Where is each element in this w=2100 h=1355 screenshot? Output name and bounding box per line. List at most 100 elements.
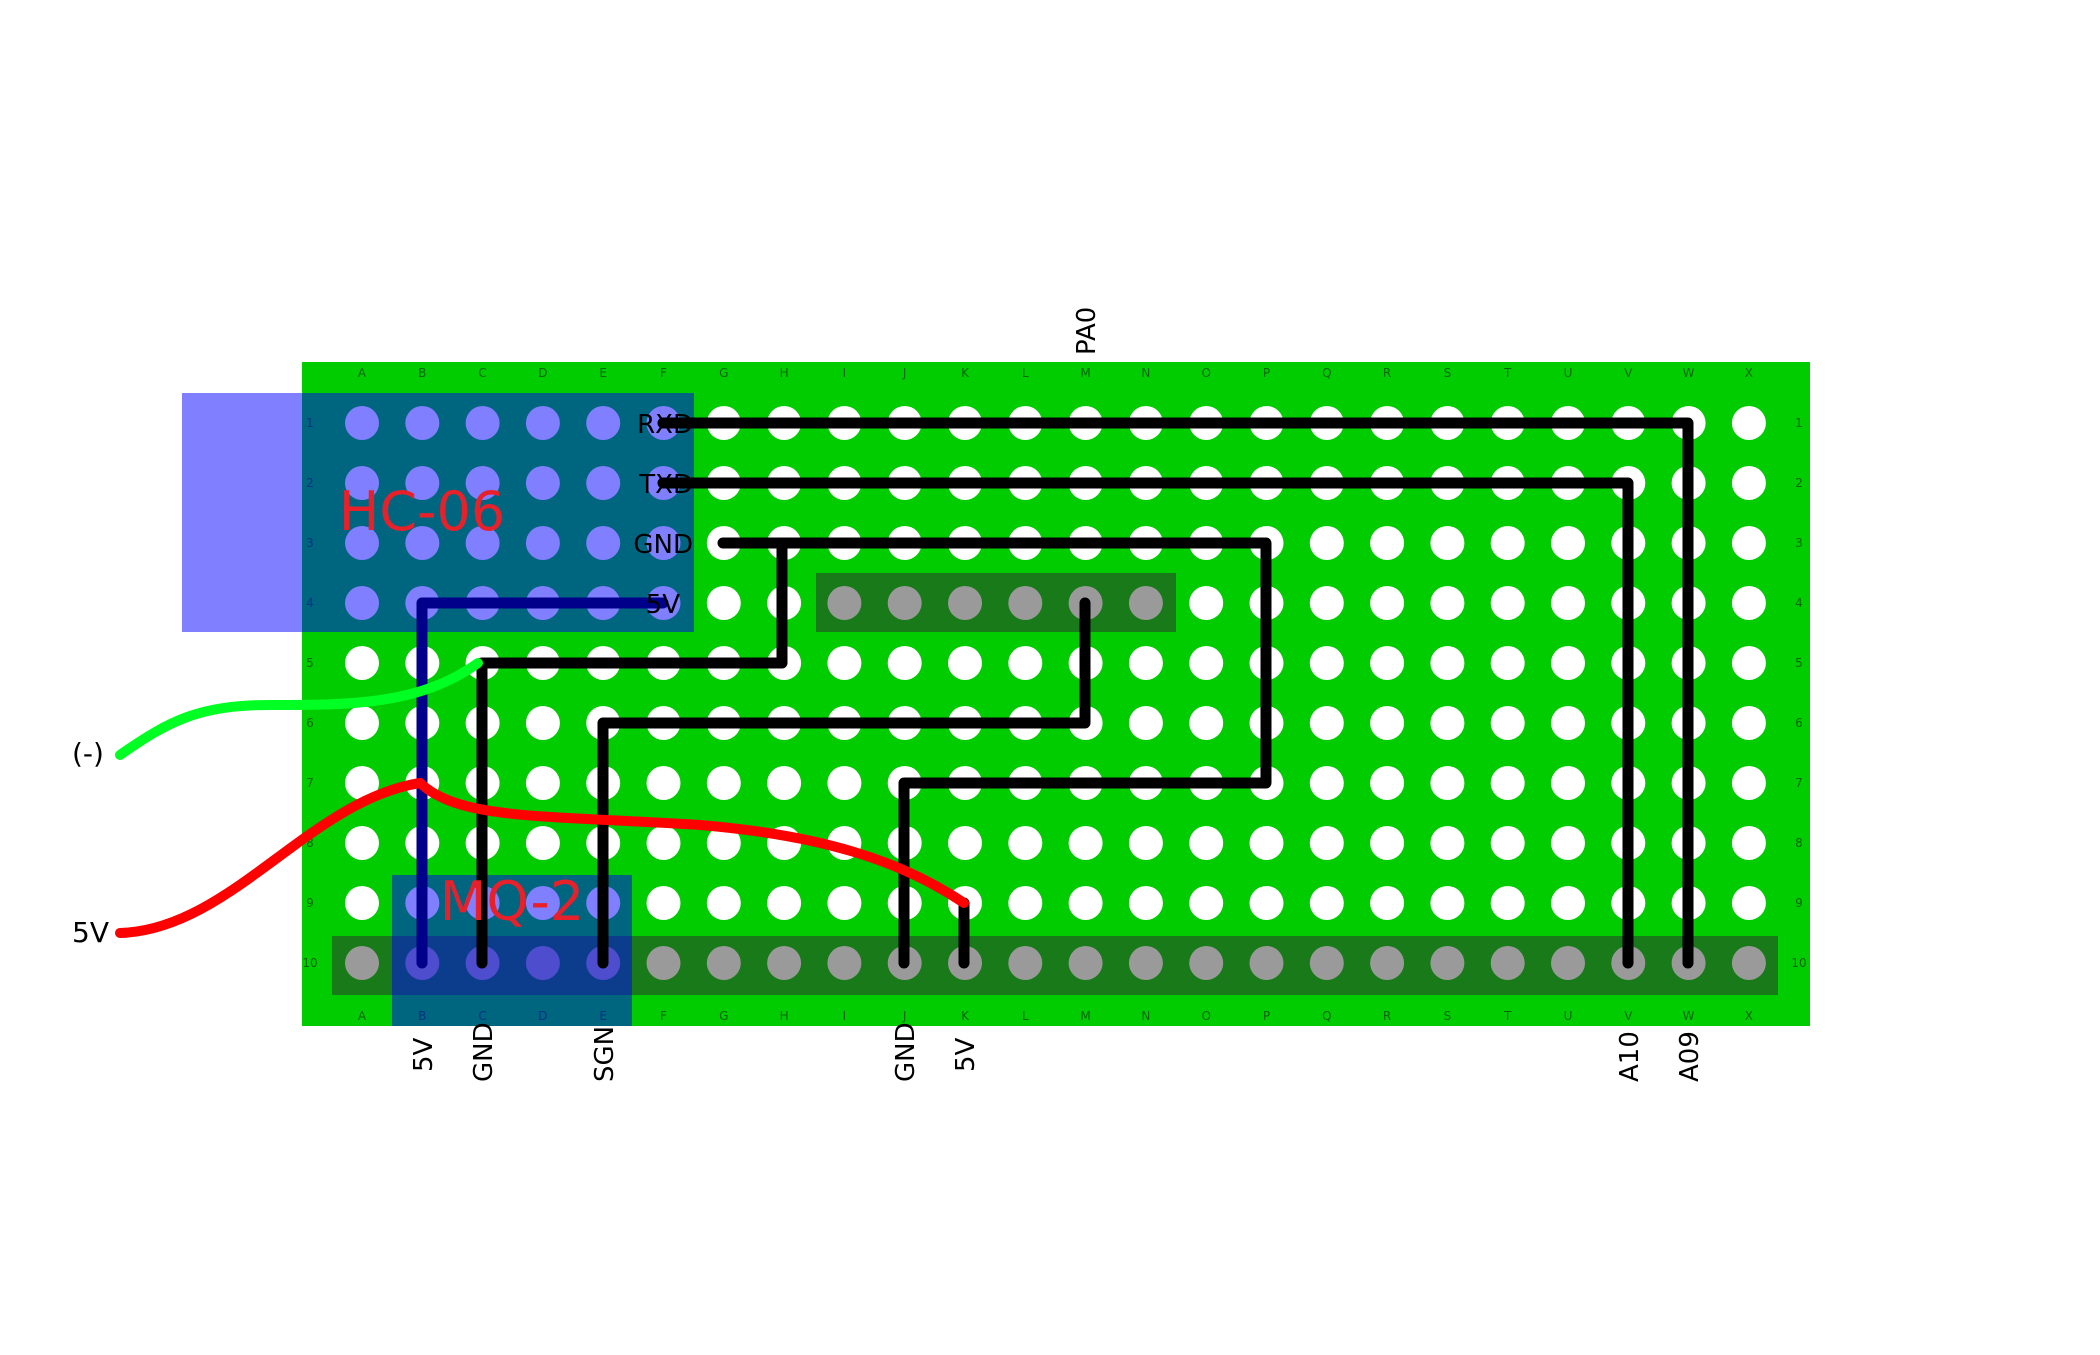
column-letter-top: H xyxy=(780,366,789,380)
hole-Q7 xyxy=(1309,766,1344,800)
column-letter-bottom: O xyxy=(1201,1009,1210,1023)
hole-M9 xyxy=(1068,886,1103,920)
hole-T6 xyxy=(1490,706,1525,740)
hole-O5 xyxy=(1189,646,1224,680)
label-bottom-gnd: GND xyxy=(469,1022,499,1082)
hole-Q3 xyxy=(1309,526,1344,560)
hole-D8 xyxy=(525,826,560,860)
hole-T9 xyxy=(1490,886,1525,920)
hole-P8 xyxy=(1249,826,1284,860)
hole-S4 xyxy=(1430,586,1465,620)
hole-A6 xyxy=(345,706,379,740)
label-5v-external: 5V xyxy=(72,916,109,949)
column-letter-bottom: M xyxy=(1080,1009,1090,1023)
hole-D7 xyxy=(525,766,560,800)
hole-O8 xyxy=(1189,826,1224,860)
hole-X9 xyxy=(1731,886,1766,920)
hole-M8 xyxy=(1068,826,1103,860)
label-bottom-5v-2: 5V xyxy=(951,1037,981,1072)
hole-I7 xyxy=(827,766,862,800)
column-letter-bottom: U xyxy=(1564,1009,1573,1023)
hc06-pin-5v: 5V xyxy=(646,590,681,620)
wire-5v-external xyxy=(115,777,969,938)
hole-I5 xyxy=(827,646,862,680)
row-number-right: 7 xyxy=(1795,776,1803,790)
hole-A9 xyxy=(345,886,379,920)
hole-U8 xyxy=(1551,826,1585,860)
column-letter-bottom: I xyxy=(843,1009,847,1023)
row-number-left: 9 xyxy=(306,896,314,910)
hole-U4 xyxy=(1551,586,1585,620)
hole-O4 xyxy=(1189,586,1224,620)
hole-J5 xyxy=(887,646,922,680)
hole-X2 xyxy=(1731,466,1766,500)
hole-H10 xyxy=(767,946,802,980)
hole-F10 xyxy=(646,946,681,980)
column-letter-bottom: G xyxy=(719,1009,728,1023)
hole-T7 xyxy=(1490,766,1525,800)
hole-U10 xyxy=(1551,946,1585,980)
column-letter-bottom: T xyxy=(1503,1009,1512,1023)
hole-A10 xyxy=(345,946,379,980)
hole-S5 xyxy=(1430,646,1465,680)
column-letter-top: S xyxy=(1444,366,1452,380)
hole-F8 xyxy=(646,826,681,860)
column-letter-top: P xyxy=(1263,366,1270,380)
hole-S6 xyxy=(1430,706,1465,740)
hole-R8 xyxy=(1370,826,1405,860)
hole-H7 xyxy=(767,766,802,800)
column-letter-bottom: A xyxy=(358,1009,367,1023)
column-letter-top: E xyxy=(599,366,607,380)
column-letter-bottom: V xyxy=(1624,1009,1633,1023)
hole-X7 xyxy=(1731,766,1766,800)
hole-S7 xyxy=(1430,766,1465,800)
mq2-label: MQ-2 xyxy=(440,870,584,933)
hole-R6 xyxy=(1370,706,1405,740)
hole-A7 xyxy=(345,766,379,800)
label-bottom-sgn: SGN xyxy=(590,1026,620,1082)
hole-G4 xyxy=(706,586,741,620)
hole-I10 xyxy=(827,946,862,980)
row-number-left: 7 xyxy=(306,776,314,790)
column-letter-top: D xyxy=(538,366,547,380)
column-letter-top: G xyxy=(719,366,728,380)
hc06-pin-rxd: RXD xyxy=(637,410,693,440)
hole-X1 xyxy=(1731,406,1766,440)
column-letter-top: M xyxy=(1080,366,1090,380)
hole-F9 xyxy=(646,886,681,920)
hole-Q10 xyxy=(1309,946,1344,980)
row-number-right: 5 xyxy=(1795,656,1803,670)
hole-Q5 xyxy=(1309,646,1344,680)
hole-G10 xyxy=(706,946,741,980)
hole-L4 xyxy=(1008,586,1043,620)
column-letter-bottom: N xyxy=(1141,1009,1150,1023)
row-number-right: 1 xyxy=(1795,416,1803,430)
column-letter-top: U xyxy=(1564,366,1573,380)
label-ground-external: (-) xyxy=(72,737,104,770)
row-number-right: 3 xyxy=(1795,536,1803,550)
column-letter-top: I xyxy=(843,366,847,380)
hole-X5 xyxy=(1731,646,1766,680)
column-letter-top: J xyxy=(902,366,907,380)
hole-O6 xyxy=(1189,706,1224,740)
label-bottom-5v: 5V xyxy=(409,1037,439,1072)
hole-R3 xyxy=(1370,526,1405,560)
column-letter-top: R xyxy=(1383,366,1391,380)
column-letter-bottom: P xyxy=(1263,1009,1270,1023)
hole-U6 xyxy=(1551,706,1585,740)
hole-R9 xyxy=(1370,886,1405,920)
hole-N6 xyxy=(1128,706,1163,740)
hole-Q8 xyxy=(1309,826,1344,860)
hole-R10 xyxy=(1370,946,1405,980)
row-number-left: 5 xyxy=(306,656,314,670)
row-number-right: 8 xyxy=(1795,836,1803,850)
wire-5v-hc06 xyxy=(416,597,669,969)
hc06-module xyxy=(182,393,694,632)
label-pa0: PA0 xyxy=(1072,307,1102,355)
column-letter-bottom: X xyxy=(1745,1009,1753,1023)
column-letter-top: T xyxy=(1503,366,1512,380)
hole-X8 xyxy=(1731,826,1766,860)
hole-M10 xyxy=(1068,946,1103,980)
column-letter-top: X xyxy=(1745,366,1753,380)
